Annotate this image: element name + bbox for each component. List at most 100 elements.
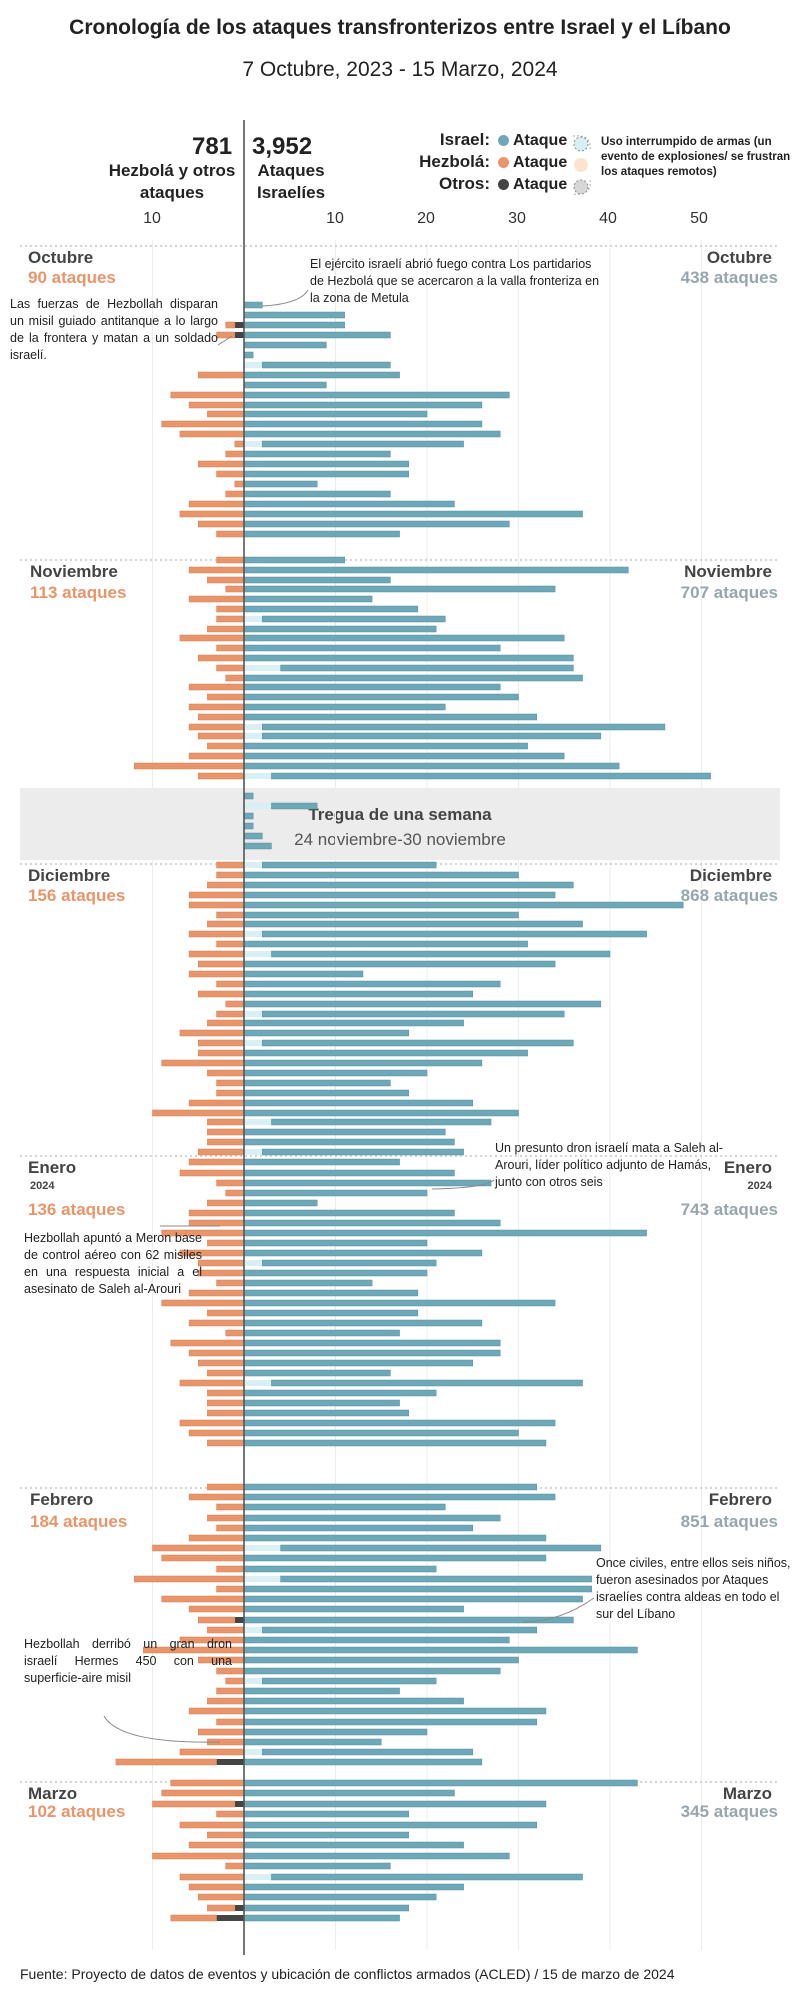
tick-right-30: 30 [508, 210, 526, 227]
israel-interrupted-bar [244, 1576, 281, 1582]
others-interrupted-dot-icon [573, 179, 589, 195]
leader-line-metula [261, 289, 309, 307]
israel-interrupted-bar [244, 1011, 263, 1017]
israel-interrupted-bar [244, 1119, 272, 1125]
hezbollah-count-november: 113 ataques [30, 583, 127, 602]
israel-interrupted-bar [244, 362, 263, 368]
israel-interrupted-bar [244, 1749, 263, 1755]
hezbollah-count-march: 102 ataques [28, 1802, 126, 1821]
others-attack-bar [234, 1905, 244, 1911]
israel-total-label: Ataques Israelíes [256, 161, 326, 202]
month-label-left-february: Febrero [30, 1490, 94, 1509]
israel-interrupted-bar [244, 1874, 272, 1880]
israel-interrupted-bar [244, 803, 272, 809]
israel-count-october: 438 ataques [680, 268, 778, 287]
israel-attack-bar [271, 1873, 583, 1881]
israel-attack-dot-icon [498, 135, 509, 147]
truce-band [20, 788, 780, 860]
hezbollah-attack-bar [170, 1914, 217, 1922]
israel-interrupted-bar [244, 931, 263, 937]
source-note: Fuente: Proyecto de datos de eventos y u… [20, 1966, 675, 1982]
hezbollah-count-february: 184 ataques [30, 1512, 128, 1531]
hezbollah-total: 781 [192, 133, 233, 160]
legend-others-attack: Ataque [498, 176, 567, 194]
israel-attack-bar [262, 1259, 437, 1267]
israel-interrupted-bar [244, 733, 263, 739]
israel-attack-bar [280, 1544, 602, 1552]
year-label-right-january: 2024 [747, 1180, 772, 1192]
israel-count-november: 707 ataques [680, 583, 778, 602]
others-attack-bar [234, 1617, 244, 1623]
israel-interrupted-bar [244, 951, 272, 957]
legend-israel-label: Israel: [439, 130, 490, 149]
hezbollah-attack-bar [115, 1758, 217, 1766]
tick-right-20: 20 [417, 210, 435, 227]
year-label-left-january: 2024 [30, 1180, 55, 1192]
israel-count-march: 345 ataques [680, 1802, 778, 1821]
israel-interrupted-bar [244, 1260, 263, 1266]
israel-attack-bar [280, 664, 574, 672]
israel-interrupted-bar [244, 1149, 263, 1155]
others-attack-bar [216, 1759, 244, 1765]
others-attack-bar [216, 1915, 244, 1921]
others-attack-bar [234, 332, 244, 338]
month-label-left-october: Octubre [28, 248, 94, 267]
hezbollah-attack-bar [216, 331, 236, 339]
israel-attack-bar [262, 440, 464, 448]
israel-interrupted-bar [244, 665, 281, 671]
month-label-right-december: Diciembre [689, 866, 772, 885]
hezbollah-attack-bar [225, 321, 236, 329]
legend-hezbollah-attack: Ataque [498, 154, 567, 172]
israel-attack-bar [262, 1748, 473, 1756]
leader-line-arouri [431, 1179, 495, 1190]
israel-count-january: 743 ataques [680, 1200, 778, 1219]
truce-dates: 24 noviembre-30 noviembre [294, 830, 506, 849]
leader-line-civilians [521, 1597, 595, 1623]
legend-israel-attack: Ataque [498, 132, 567, 150]
israel-attack-bar [262, 1039, 574, 1047]
annotation-metula: El ejército israelí abrió fuego contra L… [310, 257, 600, 305]
annotation-hermes: Hezbollah derribó un gran dron israelí H… [24, 1637, 232, 1685]
israel-attack-bar [262, 1148, 464, 1156]
israel-attack-bar [262, 1677, 437, 1685]
israel-count-february: 851 ataques [680, 1512, 778, 1531]
israel-attack-bar [271, 772, 711, 780]
hezbollah-count-december: 156 ataques [28, 886, 126, 905]
israel-interrupted-bar [244, 1627, 263, 1633]
tick-right-40: 40 [599, 210, 617, 227]
israel-attack-bar [262, 723, 666, 731]
israel-attack-bar [271, 950, 611, 958]
israel-interrupted-bar [244, 616, 263, 622]
hezbollah-interrupted-dot-icon [574, 158, 588, 172]
hezbollah-count-october: 90 ataques [28, 268, 116, 287]
israel-count-december: 868 ataques [680, 886, 778, 905]
israel-interrupted-bar [244, 1380, 272, 1386]
israel-attack-bar [262, 615, 446, 623]
month-label-left-november: Noviembre [30, 562, 118, 581]
israel-attack-bar [280, 1575, 592, 1583]
israel-interrupted-dot-icon [573, 136, 589, 152]
chart-title: Cronología de los ataques transfronteriz… [69, 16, 731, 39]
tick-right-10: 10 [326, 210, 344, 227]
hezbollah-count-january: 136 ataques [28, 1200, 126, 1219]
annotation-civilians: Once civiles, entre ellos seis niños, fu… [596, 1556, 791, 1621]
hezbollah-attack-bar [198, 1616, 236, 1624]
hezbollah-total-label: Hezbolá y otros ataques [108, 161, 236, 202]
israel-attack-bar [262, 361, 391, 369]
israel-attack-bar [262, 930, 647, 938]
israel-attack-bar [262, 861, 437, 869]
israel-interrupted-bar [244, 1678, 263, 1684]
month-label-left-december: Diciembre [28, 866, 111, 885]
israel-attack-bar [271, 802, 318, 810]
legend-interrupted-marks [572, 135, 591, 195]
israel-attack-bar [271, 1379, 583, 1387]
hezbollah-attack-bar [152, 1800, 236, 1808]
month-label-right-november: Noviembre [684, 562, 772, 581]
israel-interrupted-bar [244, 1545, 281, 1551]
tick-right-50: 50 [690, 210, 708, 227]
hezbollah-attack-dot-icon [498, 157, 509, 169]
israel-attack-bar [262, 1010, 565, 1018]
annotation-antitank: Las fuerzas de Hezbollah disparan un mis… [10, 297, 218, 362]
